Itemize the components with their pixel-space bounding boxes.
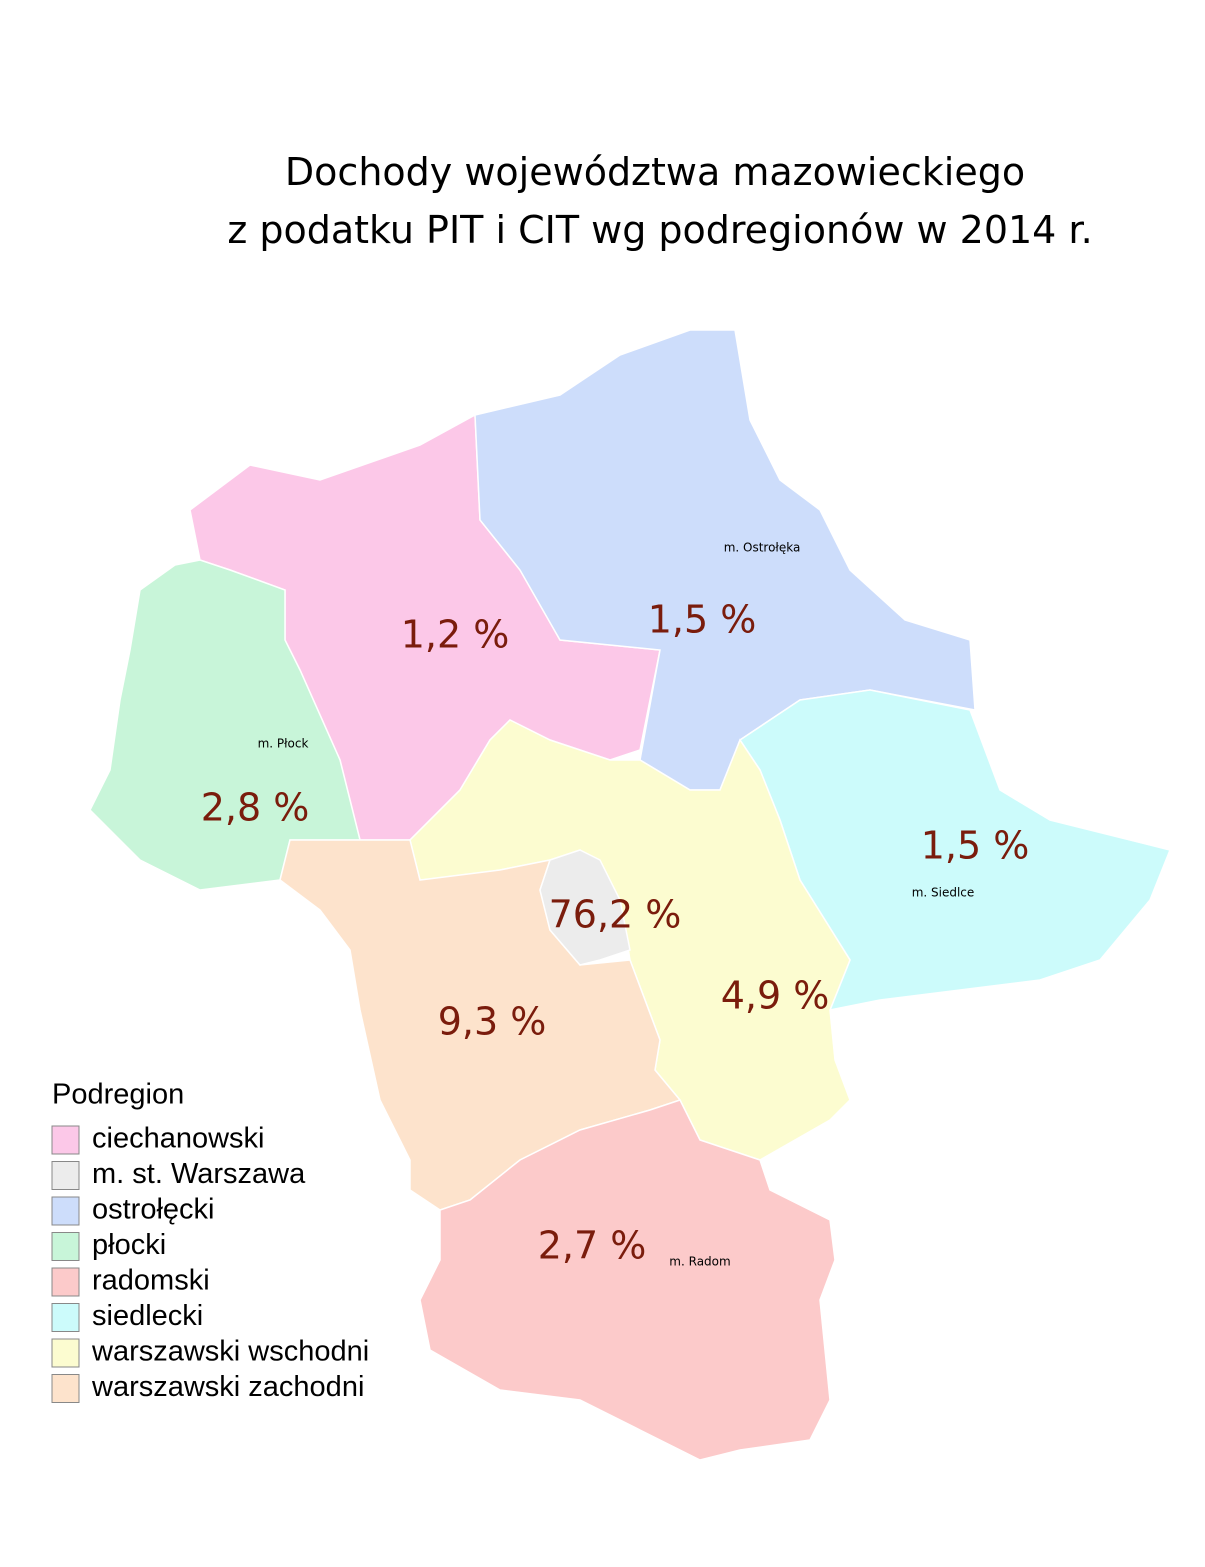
share-label: 1,2 % [401,613,510,657]
title-line: Dochody województwa mazowieckiego [285,150,1025,194]
legend-swatch [51,1196,80,1226]
city-label: m. Ostrołęka [724,541,801,555]
share-label: 76,2 % [549,893,682,937]
legend-label: ostrołęcki [92,1194,215,1226]
legend-label: płocki [92,1229,166,1261]
share-label: 2,8 % [201,786,310,830]
share-label: 1,5 % [648,598,757,642]
legend-label: siedlecki [92,1300,203,1332]
share-label: 2,7 % [538,1224,647,1268]
legend-swatch [51,1125,80,1155]
region [419,1099,836,1461]
legend-label: ciechanowski [92,1123,264,1155]
legend-swatch [51,1338,80,1368]
legend-swatch [51,1374,80,1403]
legend-swatch [51,1232,80,1261]
legend-label: warszawski wschodni [91,1336,369,1368]
city-label: m. Płock [258,737,309,751]
regions [89,329,1172,1461]
legend-swatch [51,1161,80,1190]
region [474,329,976,791]
share-label: 4,9 % [721,974,830,1018]
legend-swatch [51,1303,80,1332]
legend-label: m. st. Warszawa [92,1158,306,1190]
share-label: 9,3 % [438,1000,547,1044]
legend-title: Podregion [52,1079,184,1111]
city-label: m. Siedlce [912,886,975,900]
legend-swatch [51,1267,80,1297]
title-line: z podatku PIT i CIT wg podregionów w 201… [227,208,1092,252]
region [539,849,631,966]
legend-label: radomski [92,1265,210,1297]
share-label: 1,5 % [921,824,1030,868]
city-label: m. Radom [669,1255,730,1269]
legend-label: warszawski zachodni [91,1371,364,1403]
